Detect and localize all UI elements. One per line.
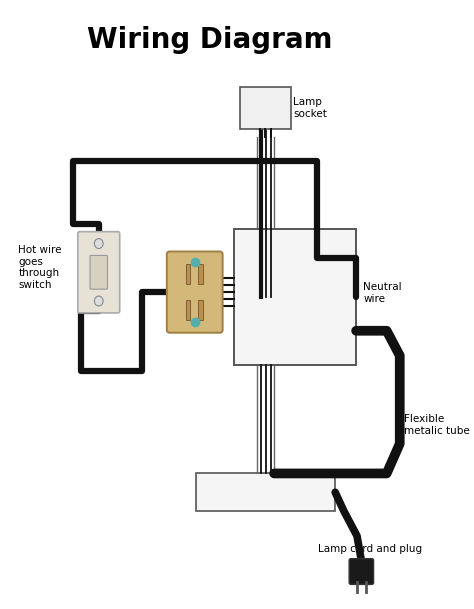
Text: Flexible
metalic tube: Flexible metalic tube <box>404 414 470 435</box>
Text: Lamp
socket: Lamp socket <box>293 97 327 119</box>
Bar <box>196 473 335 511</box>
FancyBboxPatch shape <box>198 300 202 320</box>
Text: Neutral
wire: Neutral wire <box>363 283 402 304</box>
Text: Hot wire
goes
through
switch: Hot wire goes through switch <box>18 245 62 290</box>
FancyBboxPatch shape <box>198 264 202 284</box>
Text: Wiring Diagram: Wiring Diagram <box>87 26 332 54</box>
Circle shape <box>94 296 103 306</box>
Circle shape <box>94 239 103 248</box>
FancyBboxPatch shape <box>167 252 223 333</box>
FancyBboxPatch shape <box>78 231 120 313</box>
FancyBboxPatch shape <box>90 255 108 289</box>
Text: Lamp cord and plug: Lamp cord and plug <box>318 544 422 554</box>
FancyBboxPatch shape <box>186 264 191 284</box>
Bar <box>240 87 291 128</box>
Bar <box>234 229 356 365</box>
FancyBboxPatch shape <box>349 558 374 585</box>
FancyBboxPatch shape <box>186 300 191 320</box>
